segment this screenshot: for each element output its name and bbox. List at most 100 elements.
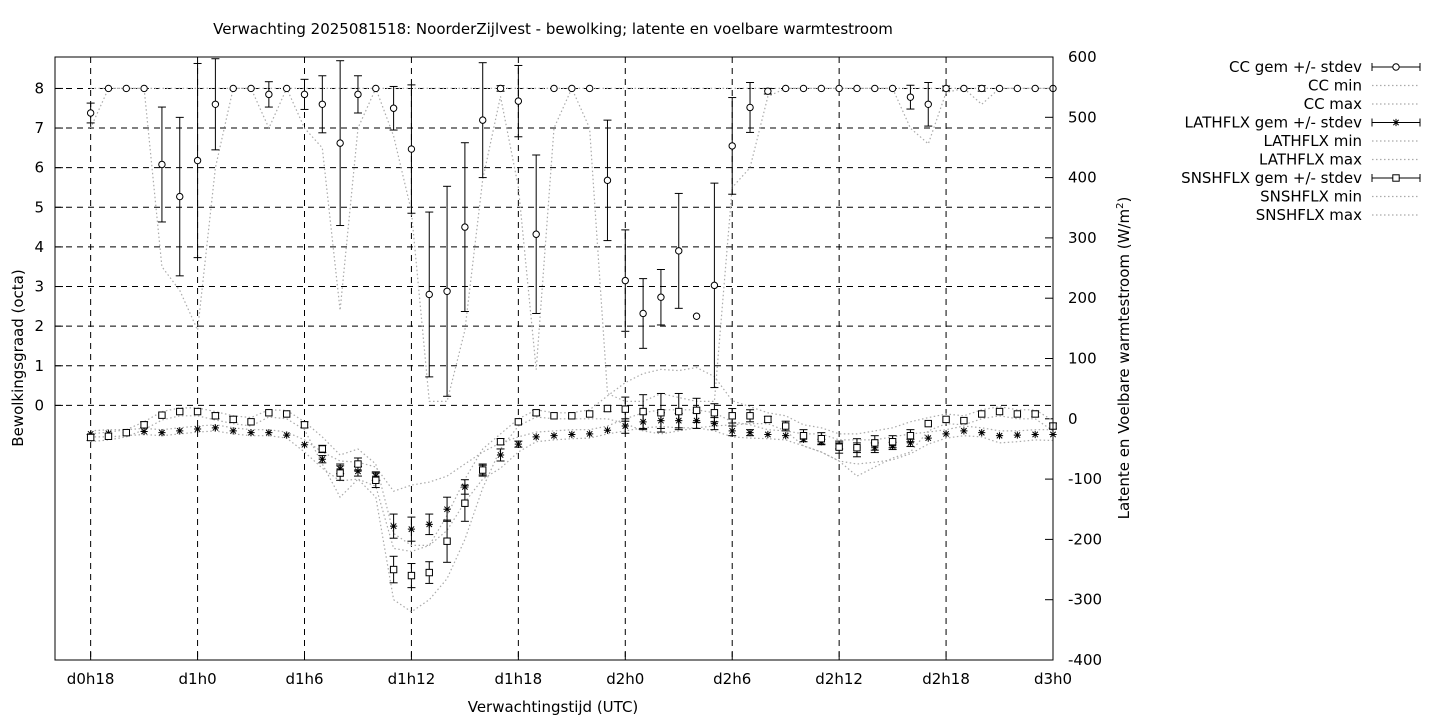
data-point xyxy=(247,418,255,426)
series-line-8 xyxy=(90,366,1054,547)
data-point xyxy=(995,84,1004,93)
data-point xyxy=(193,156,202,165)
x-tick-label: d2h12 xyxy=(815,670,863,688)
data-point xyxy=(1013,410,1022,418)
data-point xyxy=(585,410,594,418)
legend-label: LATHFLX gem +/- stdev xyxy=(1184,114,1362,132)
data-point xyxy=(532,433,540,441)
data-point xyxy=(728,142,736,150)
data-point xyxy=(710,281,719,290)
y2-tick-label: 600 xyxy=(1068,48,1097,66)
data-point xyxy=(496,451,505,459)
data-point xyxy=(140,427,148,436)
y-tick-label: 3 xyxy=(34,278,44,296)
data-point xyxy=(603,426,612,434)
y-tick-label: 8 xyxy=(34,79,44,97)
data-point xyxy=(568,430,576,439)
data-point xyxy=(140,84,148,93)
data-point xyxy=(318,445,327,453)
data-point xyxy=(817,84,826,93)
data-point xyxy=(728,427,736,435)
data-point xyxy=(479,116,487,124)
data-point xyxy=(1013,431,1021,439)
data-point xyxy=(354,467,362,475)
data-point xyxy=(443,287,451,295)
data-point xyxy=(193,425,202,433)
x-tick-label: d0h18 xyxy=(67,670,115,688)
data-point xyxy=(318,455,326,463)
data-point xyxy=(265,429,273,437)
data-point xyxy=(799,431,808,440)
data-point xyxy=(603,176,612,185)
data-point xyxy=(443,505,451,513)
data-point xyxy=(692,312,701,320)
data-point xyxy=(265,90,273,99)
data-point xyxy=(835,443,843,451)
data-point xyxy=(407,145,416,153)
data-point xyxy=(532,230,540,238)
data-point xyxy=(871,84,879,93)
x-tick-label: d2h0 xyxy=(606,670,644,688)
data-point xyxy=(639,309,647,318)
data-point xyxy=(568,84,576,93)
x-tick-label: d1h12 xyxy=(388,670,436,688)
y-tick-label: 7 xyxy=(34,119,44,137)
grid xyxy=(55,57,1054,660)
data-point xyxy=(1031,430,1039,439)
data-point xyxy=(675,407,683,416)
data-point xyxy=(568,412,576,420)
legend-label: CC gem +/- stdev xyxy=(1229,58,1362,76)
data-point xyxy=(924,434,932,442)
data-point xyxy=(799,84,808,93)
data-point xyxy=(372,476,380,485)
x-tick-label: d1h6 xyxy=(285,670,323,688)
data-point xyxy=(710,409,719,417)
data-point xyxy=(461,223,469,231)
data-point xyxy=(995,407,1004,416)
data-point xyxy=(746,412,754,420)
data-point xyxy=(229,84,237,93)
data-point xyxy=(782,432,790,440)
data-point xyxy=(176,427,184,435)
legend-label: LATHFLX min xyxy=(1263,132,1362,150)
data-point xyxy=(229,415,237,424)
data-point xyxy=(247,84,255,93)
y2-axis-label-prefix: Latente en Voelbare warmtestroom (W/m xyxy=(1115,209,1133,519)
data-point xyxy=(354,460,362,468)
data-point xyxy=(443,537,451,545)
data-point xyxy=(247,429,255,437)
legend-marker xyxy=(1392,118,1400,127)
data-point xyxy=(104,432,113,440)
y2-axis-label: Latente en Voelbare warmtestroom (W/m2) xyxy=(1115,197,1133,520)
series-group-0 xyxy=(86,58,1057,397)
data-point xyxy=(122,84,130,93)
data-point xyxy=(621,405,629,413)
data-point xyxy=(389,104,398,112)
data-point xyxy=(906,431,915,440)
x-tick-label: d2h18 xyxy=(922,670,970,688)
data-point xyxy=(211,100,220,108)
data-point xyxy=(888,438,897,446)
data-point xyxy=(817,434,826,443)
data-point xyxy=(1031,84,1039,93)
series xyxy=(86,58,1057,613)
data-point xyxy=(265,409,273,417)
data-point xyxy=(282,84,291,93)
x-tick-label: d2h6 xyxy=(713,670,751,688)
y2-axis-label-sup: 2 xyxy=(1115,203,1126,209)
data-point xyxy=(496,84,505,93)
series-line-1 xyxy=(90,86,1053,402)
y2-tick-label: -300 xyxy=(1068,591,1102,609)
data-point xyxy=(461,499,469,507)
data-point xyxy=(942,430,950,438)
y2-tick-label: -200 xyxy=(1068,530,1102,548)
data-point xyxy=(336,469,344,477)
data-point xyxy=(550,84,558,93)
data-point xyxy=(354,90,362,99)
data-point xyxy=(978,429,986,437)
data-point xyxy=(710,420,718,428)
data-point xyxy=(764,87,772,95)
data-point xyxy=(585,84,594,93)
y2-tick-label: -400 xyxy=(1068,651,1102,669)
data-point xyxy=(104,84,113,93)
